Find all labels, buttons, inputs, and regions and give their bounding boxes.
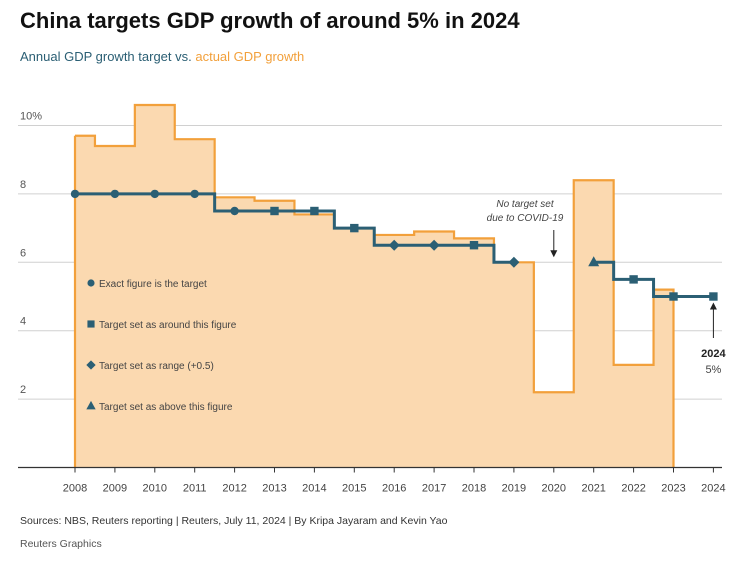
- legend-label: Target set as around this figure: [99, 320, 237, 331]
- target-marker-2021: [588, 256, 600, 267]
- target-marker-2008: [70, 189, 80, 199]
- target-line-layer: [75, 192, 714, 298]
- target-2024-year: 2024: [701, 348, 726, 360]
- credit-note: Reuters Graphics: [20, 538, 102, 550]
- subtitle-target-label: Annual GDP growth target: [20, 49, 172, 64]
- x-tick-label: 2021: [581, 483, 605, 495]
- target-growth-line: [75, 192, 514, 264]
- legend-triangle-icon: [86, 400, 96, 410]
- y-tick-label: 10%: [20, 111, 42, 123]
- x-tick-label: 2016: [382, 483, 406, 495]
- marker-layer: [70, 189, 718, 301]
- target-marker-2009: [110, 189, 120, 199]
- chart-title: China targets GDP growth of around 5% in…: [20, 8, 520, 33]
- target-marker-2019: [508, 256, 520, 268]
- target-marker-2023: [669, 292, 678, 301]
- target-marker-2017: [428, 239, 440, 251]
- chart-subtitle: Annual GDP growth target vs. actual GDP …: [20, 49, 304, 64]
- annotation-layer: No target set due to COVID-19 2024 5%: [487, 199, 727, 376]
- x-tick-label: 2017: [422, 483, 446, 495]
- subtitle-vs: vs.: [171, 49, 196, 64]
- covid-arrow-head: [550, 250, 558, 258]
- target-growth-line: [593, 260, 714, 298]
- x-tick-label: 2013: [262, 483, 286, 495]
- x-tick-label: 2023: [661, 483, 685, 495]
- x-tick-label: 2022: [621, 483, 645, 495]
- target-marker-2013: [270, 206, 279, 216]
- x-tick-label: 2011: [183, 483, 207, 495]
- target-marker-2024: [709, 292, 718, 301]
- x-tick-label: 2012: [222, 483, 246, 495]
- target-marker-2014: [310, 206, 319, 216]
- target-2024-value: 5%: [705, 364, 721, 376]
- covid-note-line1: No target set: [496, 199, 554, 210]
- actual-growth-area: [75, 104, 674, 468]
- legend-label: Exact figure is the target: [99, 279, 207, 290]
- x-tick-label: 2008: [63, 483, 87, 495]
- x-tick-label: 2024: [701, 483, 725, 495]
- x-tick-label: 2019: [502, 483, 526, 495]
- x-tick-label: 2009: [103, 483, 127, 495]
- y-tick-label: 4: [20, 316, 26, 328]
- subtitle-actual-label: actual GDP growth: [195, 49, 305, 64]
- target-marker-2010: [150, 189, 159, 199]
- legend-circle-icon: [87, 279, 95, 287]
- target-marker-2015: [350, 223, 359, 233]
- target-marker-2012: [230, 206, 239, 216]
- axis-layer: 2008 2009 2010 2011 2012 2013 2014 2015 2016 2017…: [18, 466, 726, 495]
- x-tick-label: 2014: [302, 483, 326, 495]
- y-tick-label: 8: [20, 179, 26, 191]
- target-marker-2022: [629, 275, 638, 284]
- sources-note: Sources: NBS, Reuters reporting | Reuter…: [20, 515, 448, 527]
- x-tick-label: 2015: [342, 483, 366, 495]
- target-marker-2016: [388, 239, 400, 251]
- x-tick-label: 2020: [542, 483, 566, 495]
- x-tick-label: 2010: [143, 483, 167, 495]
- legend-square-icon: [87, 320, 95, 328]
- target-2024-arrow-head: [709, 302, 717, 310]
- target-marker-2011: [190, 189, 199, 199]
- legend-label: Target set as above this figure: [99, 402, 233, 413]
- y-tick-label: 2: [20, 384, 26, 396]
- x-tick-label: 2018: [462, 483, 486, 495]
- gdp-chart: 2 4 6 8 10% 2008 2009 2010 2011 2012 2013 2014 2015…: [18, 103, 727, 495]
- y-tick-label: 6: [20, 247, 26, 259]
- target-marker-2018: [469, 241, 479, 250]
- covid-note-line2: due to COVID-19: [487, 213, 564, 224]
- legend: Exact figure is the target Target set as …: [86, 279, 237, 413]
- legend-label: Target set as range (+0.5): [99, 361, 214, 372]
